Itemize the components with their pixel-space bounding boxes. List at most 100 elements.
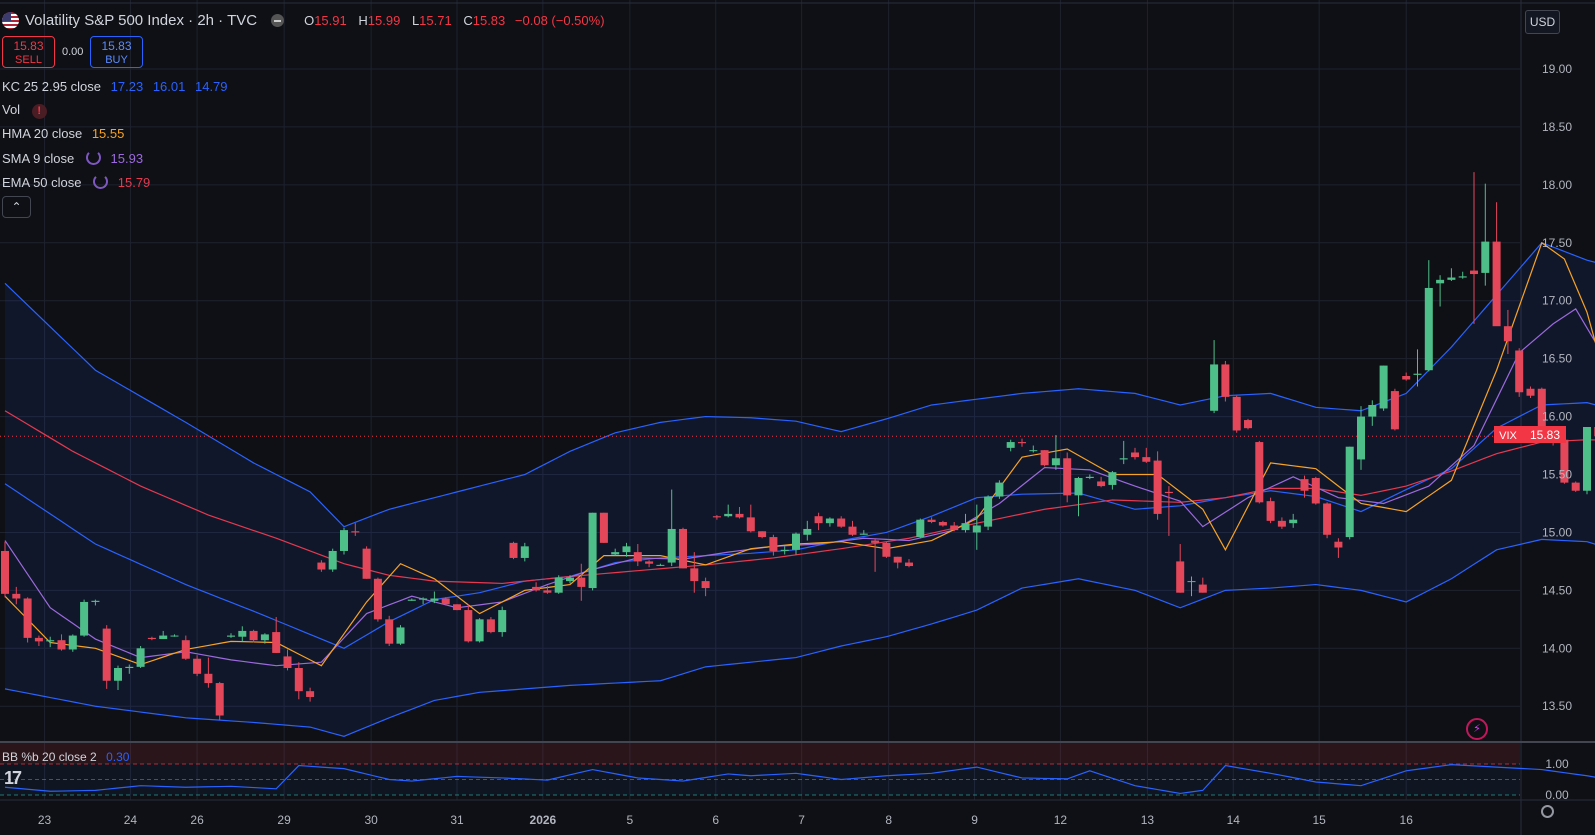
candle <box>396 625 405 645</box>
candle <box>1379 365 1388 411</box>
candle-body <box>1277 520 1286 527</box>
candle-body <box>1413 373 1422 375</box>
candle <box>1447 268 1456 282</box>
candle <box>1571 481 1580 492</box>
candle <box>859 530 868 535</box>
legend-ema[interactable]: EMA 50 close 15.79 <box>2 174 151 190</box>
sma-line <box>4 307 1595 667</box>
candle <box>961 513 970 533</box>
candle <box>419 597 428 605</box>
candle-body <box>430 598 439 601</box>
hma-line <box>4 241 1595 667</box>
sell-button[interactable]: 15.83 SELL <box>2 36 55 68</box>
candle-body <box>509 542 518 558</box>
candle-body <box>1323 503 1332 535</box>
warning-icon[interactable]: ! <box>31 104 47 119</box>
candle-body <box>272 632 281 653</box>
candle-body <box>1458 276 1467 278</box>
legend-vol-name: Vol <box>2 102 21 117</box>
candle <box>1006 439 1015 452</box>
legend-kc[interactable]: KC 25 2.95 close 17.23 16.01 14.79 <box>2 79 228 94</box>
candle <box>1210 340 1219 414</box>
buy-button[interactable]: 15.83 BUY <box>90 36 143 68</box>
candle <box>340 527 348 555</box>
candle-body <box>1255 442 1264 503</box>
y-tick-label: 17.50 <box>1542 236 1572 250</box>
currency-selector[interactable]: USD <box>1525 10 1560 34</box>
gear-icon[interactable] <box>1541 805 1554 818</box>
candle <box>1029 445 1038 453</box>
candle-body <box>825 518 834 524</box>
candle <box>1153 451 1162 520</box>
legend-bb-pctb[interactable]: BB %b 20 close 2 0.30 <box>2 750 130 764</box>
candle-body <box>814 516 823 524</box>
candle-body <box>916 519 925 538</box>
symbol-title[interactable]: Volatility S&P 500 Index · 2h · TVC <box>25 12 258 29</box>
candle <box>193 655 202 677</box>
collapse-legend-button[interactable]: ⌃ <box>2 196 31 218</box>
candle-body <box>407 599 416 601</box>
candle <box>1334 538 1343 558</box>
x-tick-label: 16 <box>1400 813 1414 827</box>
lightning-icon[interactable]: ⚡ <box>1466 718 1488 740</box>
candle <box>181 635 190 660</box>
y-tick-label: 18.50 <box>1542 120 1572 134</box>
candle-body <box>1006 442 1015 448</box>
candle-body <box>1187 581 1196 583</box>
x-tick-label: 24 <box>124 813 138 827</box>
candle-body <box>961 523 970 531</box>
candle <box>249 629 258 643</box>
sell-label: SELL <box>15 54 42 66</box>
candle-body <box>611 552 620 555</box>
x-tick-label: 31 <box>450 813 464 827</box>
candle-body <box>1029 450 1038 452</box>
candle <box>1142 447 1151 463</box>
candle <box>1255 440 1264 504</box>
candle-body <box>475 619 484 642</box>
candle <box>238 626 247 642</box>
candle <box>441 597 450 606</box>
candle-body <box>1300 479 1309 491</box>
legend-vol[interactable]: Vol ! <box>2 102 47 119</box>
candle <box>916 518 925 539</box>
legend-bb-name: BB %b 20 close 2 <box>2 750 97 764</box>
candle <box>147 636 156 641</box>
tradingview-logo-icon[interactable]: 17 <box>4 768 22 788</box>
x-tick-label: 15 <box>1313 813 1327 827</box>
candle-body <box>1447 277 1456 280</box>
symbol-header[interactable]: Volatility S&P 500 Index · 2h · TVC O15.… <box>2 12 605 29</box>
candle <box>227 633 235 638</box>
candle <box>102 625 111 689</box>
osc-tick-label: 0.00 <box>1545 788 1569 802</box>
candle <box>667 489 676 567</box>
candle <box>1436 275 1445 307</box>
legend-hma-name: HMA 20 close <box>2 126 83 141</box>
candle <box>453 604 461 611</box>
last-price-tag: 15.83 <box>1521 426 1566 443</box>
candle-body <box>1063 458 1072 496</box>
legend-hma[interactable]: HMA 20 close 15.55 <box>2 126 125 141</box>
candle <box>1176 544 1185 593</box>
market-status-icon[interactable] <box>271 14 285 27</box>
y-tick-label: 16.50 <box>1542 352 1572 366</box>
candle-body <box>57 640 66 650</box>
candle-body <box>464 610 473 642</box>
legend-sma[interactable]: SMA 9 close 15.93 <box>2 150 144 166</box>
y-tick-label: 13.50 <box>1542 699 1572 713</box>
candle <box>792 532 800 555</box>
buy-label: BUY <box>105 54 128 66</box>
candle-body <box>1526 388 1535 396</box>
candle <box>701 577 710 597</box>
candle <box>328 548 337 572</box>
candle-body <box>554 577 563 593</box>
x-tick-label: 9 <box>971 813 978 827</box>
legend-kc-name: KC 25 2.95 close <box>2 79 102 94</box>
candle-body <box>656 564 665 566</box>
candle-body <box>1424 287 1433 371</box>
candle-body <box>622 546 631 553</box>
candle-body <box>1571 482 1580 491</box>
candle-body <box>543 590 552 593</box>
candle <box>656 563 665 567</box>
candle-body <box>373 578 382 620</box>
